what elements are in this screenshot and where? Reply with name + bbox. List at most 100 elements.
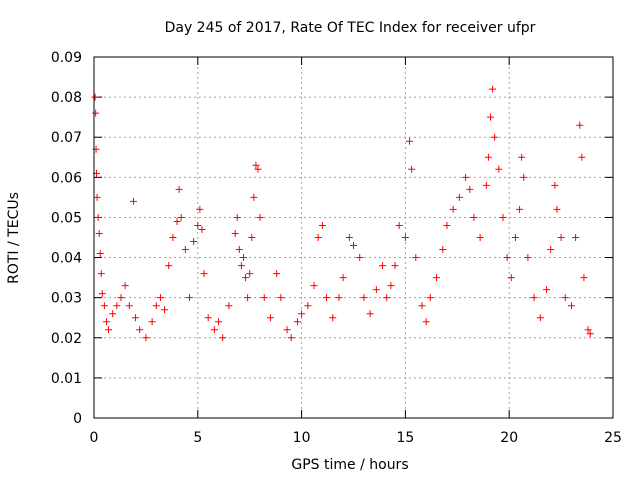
y-tick-label: 0.05	[51, 210, 82, 226]
data-point	[169, 234, 177, 241]
data-point	[98, 290, 106, 298]
data-point	[489, 85, 497, 93]
data-point	[567, 302, 575, 310]
data-point	[318, 221, 326, 229]
data-point	[293, 318, 301, 326]
y-tick-labels: 0 0.01 0.02 0.03 0.04 0.05 0.06 0.07 0.08 0.09	[51, 50, 82, 427]
data-points	[91, 85, 594, 342]
data-point	[246, 270, 254, 278]
y-tick-label: 0.02	[51, 331, 82, 347]
data-point	[339, 274, 347, 282]
data-point	[185, 294, 193, 302]
data-point	[233, 213, 241, 221]
data-point	[499, 213, 507, 221]
data-point	[113, 302, 121, 310]
data-point	[175, 185, 183, 193]
data-point	[142, 334, 150, 342]
y-axis-label: ROTI / TECUs	[6, 192, 22, 284]
data-point	[443, 221, 451, 229]
data-point	[543, 286, 551, 294]
data-point	[219, 334, 227, 342]
data-point	[129, 197, 137, 205]
data-point	[503, 254, 511, 262]
data-point	[198, 225, 206, 233]
data-point	[584, 326, 592, 334]
data-point	[433, 274, 441, 282]
data-point	[148, 318, 156, 326]
x-tick-label: 10	[293, 430, 311, 446]
data-point	[161, 306, 169, 314]
data-point	[329, 314, 337, 322]
data-point	[204, 314, 212, 322]
x-tick-label: 25	[604, 430, 622, 446]
data-point	[391, 262, 399, 270]
y-tick-label: 0.04	[51, 251, 82, 267]
y-tick-label: 0.06	[51, 170, 82, 186]
data-point	[387, 282, 395, 290]
data-point	[557, 234, 565, 241]
data-point	[156, 294, 164, 302]
data-point	[165, 262, 173, 270]
data-point	[100, 302, 108, 310]
data-point	[516, 205, 524, 213]
data-point	[235, 246, 243, 254]
data-point	[578, 153, 586, 161]
data-point	[524, 254, 532, 262]
data-point	[239, 254, 247, 262]
x-tick-label: 0	[90, 430, 99, 446]
data-point	[105, 326, 113, 334]
x-tick-labels: 0 5 10 15 20 25	[90, 430, 622, 446]
data-point	[273, 270, 281, 278]
x-tick-label: 15	[396, 430, 414, 446]
data-point	[252, 161, 260, 169]
data-point	[383, 294, 391, 302]
data-point	[350, 242, 357, 250]
data-point	[225, 302, 233, 310]
data-point	[92, 109, 100, 117]
data-point	[487, 113, 495, 121]
data-point	[536, 314, 544, 322]
data-point	[109, 310, 117, 318]
data-point	[152, 302, 160, 310]
plot-frame	[93, 56, 614, 419]
data-point	[250, 193, 258, 201]
data-point	[242, 274, 250, 282]
data-point	[345, 234, 353, 241]
data-point	[314, 234, 322, 241]
data-point	[551, 181, 559, 189]
data-point	[547, 246, 555, 254]
data-point	[470, 213, 478, 221]
data-point	[96, 250, 104, 258]
data-point	[323, 294, 331, 302]
data-point	[200, 270, 208, 278]
data-point	[466, 185, 474, 193]
data-point	[215, 318, 223, 326]
x-tick-label: 5	[193, 430, 202, 446]
data-point	[102, 318, 110, 326]
data-point	[518, 153, 526, 161]
data-point	[366, 310, 374, 318]
data-point	[412, 254, 420, 262]
x-tick-label: 20	[500, 430, 518, 446]
data-point	[408, 165, 416, 173]
data-point	[455, 193, 463, 201]
data-point	[256, 213, 264, 221]
data-point	[248, 234, 256, 241]
data-point	[476, 234, 484, 241]
data-point	[586, 330, 594, 338]
data-point	[561, 294, 569, 302]
data-point	[277, 294, 285, 302]
data-point	[132, 314, 140, 322]
data-point	[491, 133, 499, 141]
data-point	[310, 282, 318, 290]
data-point	[439, 246, 447, 254]
data-point	[572, 234, 580, 241]
data-point	[484, 153, 492, 161]
y-tick-label: 0.08	[51, 90, 82, 106]
data-point	[210, 326, 218, 334]
data-point	[426, 294, 434, 302]
data-point	[94, 213, 102, 221]
data-point	[136, 326, 144, 334]
data-point	[97, 270, 105, 278]
